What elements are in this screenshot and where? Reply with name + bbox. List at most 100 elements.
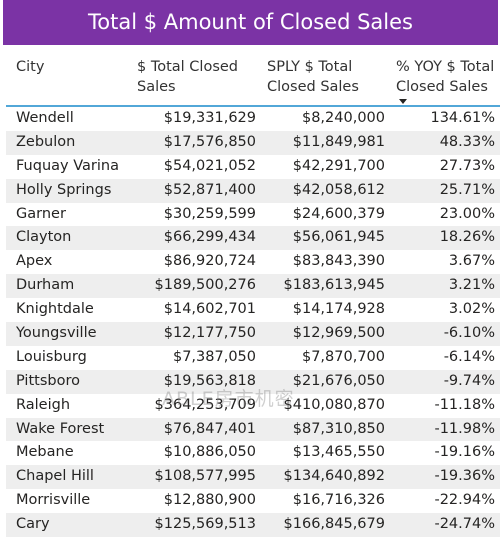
cell-yoy: -22.94%	[434, 492, 495, 509]
column-header-total-line2: Sales	[137, 79, 176, 95]
cell-sply: $13,465,550	[292, 444, 385, 461]
table-row[interactable]: Wendell $19,331,629 $8,240,000 134.61%	[6, 107, 500, 131]
table-row[interactable]: Mebane $10,886,050 $13,465,550 -19.16%	[6, 441, 500, 465]
column-header-city[interactable]: City	[16, 57, 44, 77]
cell-total: $12,880,900	[163, 492, 256, 509]
table-row[interactable]: Holly Springs $52,871,400 $42,058,612 25…	[6, 178, 500, 203]
table-row[interactable]: Chapel Hill $108,577,995 $134,640,892 -1…	[6, 465, 500, 490]
cell-city: Knightdale	[16, 301, 94, 318]
cell-sply: $166,845,679	[283, 516, 385, 533]
table-row[interactable]: Zebulon $17,576,850 $11,849,981 48.33%	[6, 130, 500, 155]
cell-total: $189,500,276	[154, 277, 256, 294]
table-row[interactable]: Garner $30,259,599 $24,600,379 23.00%	[6, 203, 500, 227]
column-header-sply-line1: SPLY $ Total	[267, 59, 353, 75]
cell-yoy: 25.71%	[439, 181, 495, 198]
column-header-yoy-line2: Closed Sales	[396, 79, 488, 95]
sort-descending-icon[interactable]	[399, 99, 407, 104]
cell-total: $14,602,701	[163, 301, 256, 318]
table-row[interactable]: Youngsville $12,177,750 $12,969,500 -6.1…	[6, 322, 500, 346]
cell-yoy: -19.16%	[434, 444, 495, 461]
table-row[interactable]: Apex $86,920,724 $83,843,390 3.67%	[6, 250, 500, 274]
table-row[interactable]: Clayton $66,299,434 $56,061,945 18.26%	[6, 226, 500, 251]
table-row[interactable]: Raleigh $364,253,709 $410,080,870 -11.18…	[6, 394, 500, 418]
column-header-city-label: City	[16, 59, 45, 75]
cell-city: Cary	[16, 516, 50, 533]
cell-city: Louisburg	[16, 348, 87, 365]
table-row[interactable]: Cary $125,569,513 $166,845,679 -24.74%	[6, 513, 500, 538]
cell-sply: $14,174,928	[292, 301, 385, 318]
report-title: Total $ Amount of Closed Sales	[3, 0, 498, 45]
cell-city: Apex	[16, 253, 53, 270]
cell-sply: $87,310,850	[292, 420, 385, 437]
cell-sply: $134,640,892	[283, 468, 385, 485]
cell-yoy: 3.21%	[448, 277, 495, 294]
table-row[interactable]: Pittsboro $19,563,818 $21,676,050 -9.74%	[6, 369, 500, 394]
table-row[interactable]: Knightdale $14,602,701 $14,174,928 3.02%	[6, 298, 500, 322]
cell-city: Holly Springs	[16, 181, 112, 198]
cell-total: $76,847,401	[163, 420, 256, 437]
cell-total: $19,563,818	[163, 372, 256, 389]
cell-yoy: 18.26%	[439, 229, 495, 246]
cell-sply: $410,080,870	[283, 396, 385, 413]
cell-total: $7,387,050	[172, 348, 256, 365]
cell-city: Zebulon	[16, 133, 76, 150]
cell-sply: $83,843,390	[292, 253, 385, 270]
cell-yoy: 27.73%	[439, 157, 495, 174]
cell-sply: $11,849,981	[292, 133, 385, 150]
cell-city: Garner	[16, 205, 66, 222]
cell-total: $52,871,400	[163, 181, 256, 198]
cell-total: $108,577,995	[154, 468, 256, 485]
column-header-yoy-line1: % YOY $ Total	[396, 59, 495, 75]
cell-total: $10,886,050	[163, 444, 256, 461]
cell-total: $54,021,052	[163, 157, 256, 174]
table-row[interactable]: Fuquay Varina $54,021,052 $42,291,700 27…	[6, 155, 500, 179]
cell-city: Wendell	[16, 110, 74, 126]
table-header: City $ Total Closed Sales SPLY $ Total C…	[6, 49, 500, 107]
column-header-total-line1: $ Total Closed	[137, 59, 239, 75]
cell-yoy: -24.74%	[434, 516, 495, 533]
sales-table: City $ Total Closed Sales SPLY $ Total C…	[6, 49, 500, 538]
cell-total: $66,299,434	[163, 229, 256, 246]
cell-sply: $56,061,945	[292, 229, 385, 246]
cell-city: Morrisville	[16, 492, 91, 509]
cell-total: $17,576,850	[163, 133, 256, 150]
table-row[interactable]: Wake Forest $76,847,401 $87,310,850 -11.…	[6, 417, 500, 442]
column-header-sply-closed-sales[interactable]: SPLY $ Total Closed Sales	[267, 57, 359, 97]
table-row[interactable]: Durham $189,500,276 $183,613,945 3.21%	[6, 274, 500, 299]
column-header-sply-line2: Closed Sales	[267, 79, 359, 95]
cell-yoy: 3.02%	[448, 301, 495, 318]
cell-yoy: -6.10%	[443, 325, 495, 342]
cell-sply: $7,870,700	[301, 348, 385, 365]
cell-yoy: 48.33%	[439, 133, 495, 150]
cell-yoy: 134.61%	[430, 110, 495, 126]
table-row[interactable]: Morrisville $12,880,900 $16,716,326 -22.…	[6, 489, 500, 513]
cell-yoy: 23.00%	[439, 205, 495, 222]
cell-city: Mebane	[16, 444, 74, 461]
cell-city: Raleigh	[16, 396, 71, 413]
cell-yoy: -9.74%	[443, 372, 495, 389]
cell-city: Clayton	[16, 229, 72, 246]
cell-yoy: 3.67%	[448, 253, 495, 270]
cell-city: Youngsville	[16, 325, 97, 342]
cell-yoy: -11.98%	[434, 420, 495, 437]
cell-yoy: -11.18%	[434, 396, 495, 413]
cell-sply: $42,291,700	[292, 157, 385, 174]
cell-city: Durham	[16, 277, 75, 294]
cell-yoy: -19.36%	[434, 468, 495, 485]
cell-sply: $8,240,000	[301, 110, 385, 126]
cell-total: $19,331,629	[163, 110, 256, 126]
cell-sply: $12,969,500	[292, 325, 385, 342]
table-body: Wendell $19,331,629 $8,240,000 134.61% Z…	[6, 107, 500, 538]
cell-city: Chapel Hill	[16, 468, 94, 485]
cell-sply: $42,058,612	[292, 181, 385, 198]
column-header-yoy-closed-sales[interactable]: % YOY $ Total Closed Sales	[396, 57, 494, 97]
table-row[interactable]: Louisburg $7,387,050 $7,870,700 -6.14%	[6, 346, 500, 370]
cell-sply: $16,716,326	[292, 492, 385, 509]
column-header-total-closed-sales[interactable]: $ Total Closed Sales	[137, 57, 238, 97]
cell-yoy: -6.14%	[443, 348, 495, 365]
cell-sply: $24,600,379	[292, 205, 385, 222]
cell-city: Wake Forest	[16, 420, 105, 437]
cell-sply: $183,613,945	[283, 277, 385, 294]
cell-total: $364,253,709	[154, 396, 256, 413]
cell-city: Fuquay Varina	[16, 157, 119, 174]
